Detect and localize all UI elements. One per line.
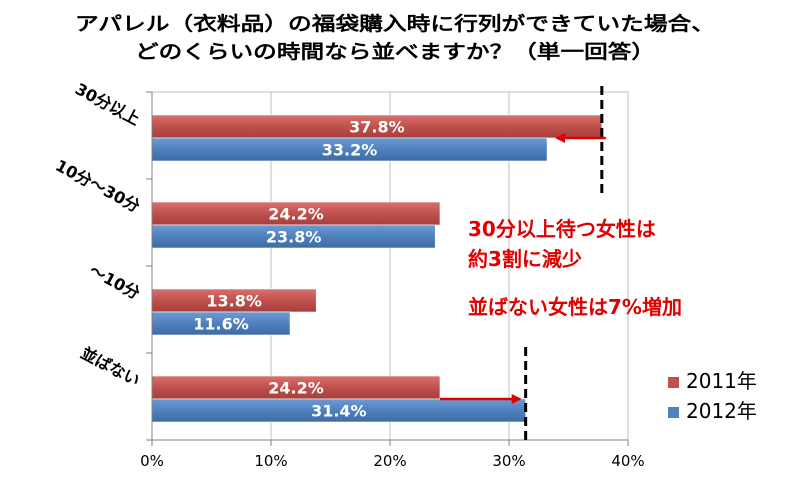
data-label-1-1: 23.8% bbox=[266, 228, 322, 247]
x-tick-label-20: 20% bbox=[373, 452, 406, 470]
legend-label-1: 2012年 bbox=[686, 399, 757, 423]
data-label-0-3: 24.2% bbox=[268, 379, 324, 398]
legend-label-0: 2011年 bbox=[686, 369, 757, 393]
annotation-0-line-1: 約3割に減少 bbox=[468, 247, 582, 271]
annotation-0-line-0: 30分以上待つ女性は bbox=[468, 217, 656, 241]
x-tick-label-10: 10% bbox=[254, 452, 287, 470]
category-label-0: 30分以上 bbox=[72, 79, 143, 129]
legend-swatch-1 bbox=[668, 407, 679, 418]
category-label-2: ～10分 bbox=[86, 261, 143, 303]
data-label-1-0: 33.2% bbox=[322, 141, 378, 160]
x-tick-label-30: 30% bbox=[492, 452, 525, 470]
chart-title-line-1: どのくらいの時間なら並べますか？（単一回答） bbox=[135, 40, 655, 63]
data-label-1-2: 11.6% bbox=[193, 315, 249, 334]
data-label-0-0: 37.8% bbox=[349, 118, 405, 137]
data-label-0-1: 24.2% bbox=[268, 205, 324, 224]
category-label-3: 並ばない bbox=[78, 343, 143, 390]
x-tick-label-0: 0% bbox=[140, 452, 164, 470]
data-label-0-2: 13.8% bbox=[206, 292, 262, 311]
category-label-1: 10分～30分 bbox=[52, 156, 143, 216]
data-label-1-3: 31.4% bbox=[311, 402, 367, 421]
annotation-1-line-0: 並ばない女性は7%増加 bbox=[468, 295, 682, 319]
x-tick-label-40: 40% bbox=[611, 452, 644, 470]
legend-swatch-0 bbox=[668, 377, 679, 388]
chart-title-line-0: アパレル（衣料品）の福袋購入時に行列ができていた場合、 bbox=[75, 12, 715, 35]
